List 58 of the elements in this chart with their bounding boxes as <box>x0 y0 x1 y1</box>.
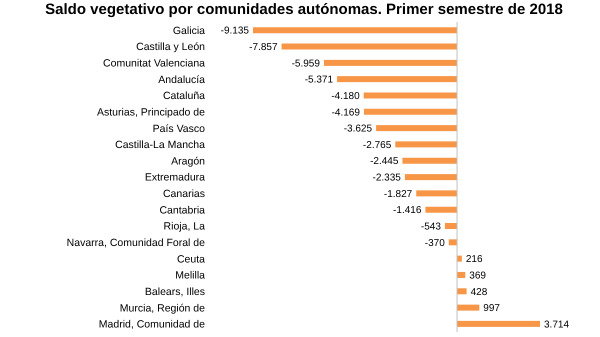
bar <box>416 190 458 196</box>
data-label: -2.765 <box>362 140 392 151</box>
bar <box>324 60 458 66</box>
y-tick-label: Madrid, Comunidad de <box>98 318 206 331</box>
bar <box>404 174 458 180</box>
data-label: -3.625 <box>344 124 373 135</box>
bar <box>448 239 458 246</box>
bar <box>457 288 467 294</box>
bar <box>457 272 466 278</box>
y-tick-label: Castilla-La Mancha <box>115 139 206 152</box>
bar <box>395 141 458 148</box>
bar <box>457 256 462 262</box>
bar <box>457 304 480 311</box>
y-tick-label: Canarias <box>162 188 205 200</box>
data-label: -543 <box>420 222 442 233</box>
data-label: 369 <box>469 270 486 282</box>
y-tick-label: Murcia, Región de <box>120 302 206 314</box>
bar <box>253 27 458 34</box>
y-tick-label: País Vasco <box>152 122 206 135</box>
bar <box>376 125 458 132</box>
data-label: -370 <box>424 238 446 249</box>
data-label: 997 <box>483 303 500 314</box>
bar <box>282 44 458 50</box>
y-tick-label: Galicia <box>172 24 206 37</box>
chart-title: Saldo vegetativo por comunidades autónomas. Primer semestre de 2018 <box>44 0 564 20</box>
data-label: -5.371 <box>304 74 334 86</box>
y-tick-label: Ceuta <box>176 253 206 266</box>
data-label: -4.169 <box>332 107 360 118</box>
y-tick-label: Castilla y León <box>136 41 206 54</box>
y-tick-label: Asturias, Principado de <box>97 106 206 118</box>
y-tick-label: Extremadura <box>144 172 206 184</box>
bar <box>364 108 458 115</box>
bar <box>457 320 540 327</box>
bar <box>444 223 458 230</box>
data-label: 3.714 <box>544 319 570 330</box>
y-tick-label: Balears, Illes <box>144 286 205 298</box>
bar <box>425 206 458 213</box>
y-tick-label: Navarra, Comunidad Foral de <box>66 236 206 249</box>
y-tick-label: Aragón <box>171 155 206 168</box>
y-tick-label: Cataluña <box>162 90 206 102</box>
y-tick-label: Melilla <box>175 270 206 282</box>
data-label: -1.827 <box>384 188 413 200</box>
data-label: -5.959 <box>292 58 320 70</box>
data-label: -2.335 <box>372 172 402 184</box>
y-tick-label: Comunitat Valenciana <box>103 58 206 70</box>
data-label: -2.445 <box>370 156 399 168</box>
data-label: -4.180 <box>331 90 360 102</box>
data-label: -9.135 <box>220 26 250 37</box>
data-label: 216 <box>466 254 483 266</box>
y-tick-label: Rioja, La <box>164 220 206 233</box>
data-label: 428 <box>470 286 488 298</box>
bar <box>337 76 458 82</box>
y-tick-label: Cantabria <box>159 204 206 216</box>
y-tick-label: Andalucía <box>158 74 206 86</box>
bar <box>402 158 458 164</box>
data-label: -1.416 <box>393 205 422 216</box>
data-label: -7.857 <box>249 42 278 54</box>
bar <box>364 92 458 98</box>
